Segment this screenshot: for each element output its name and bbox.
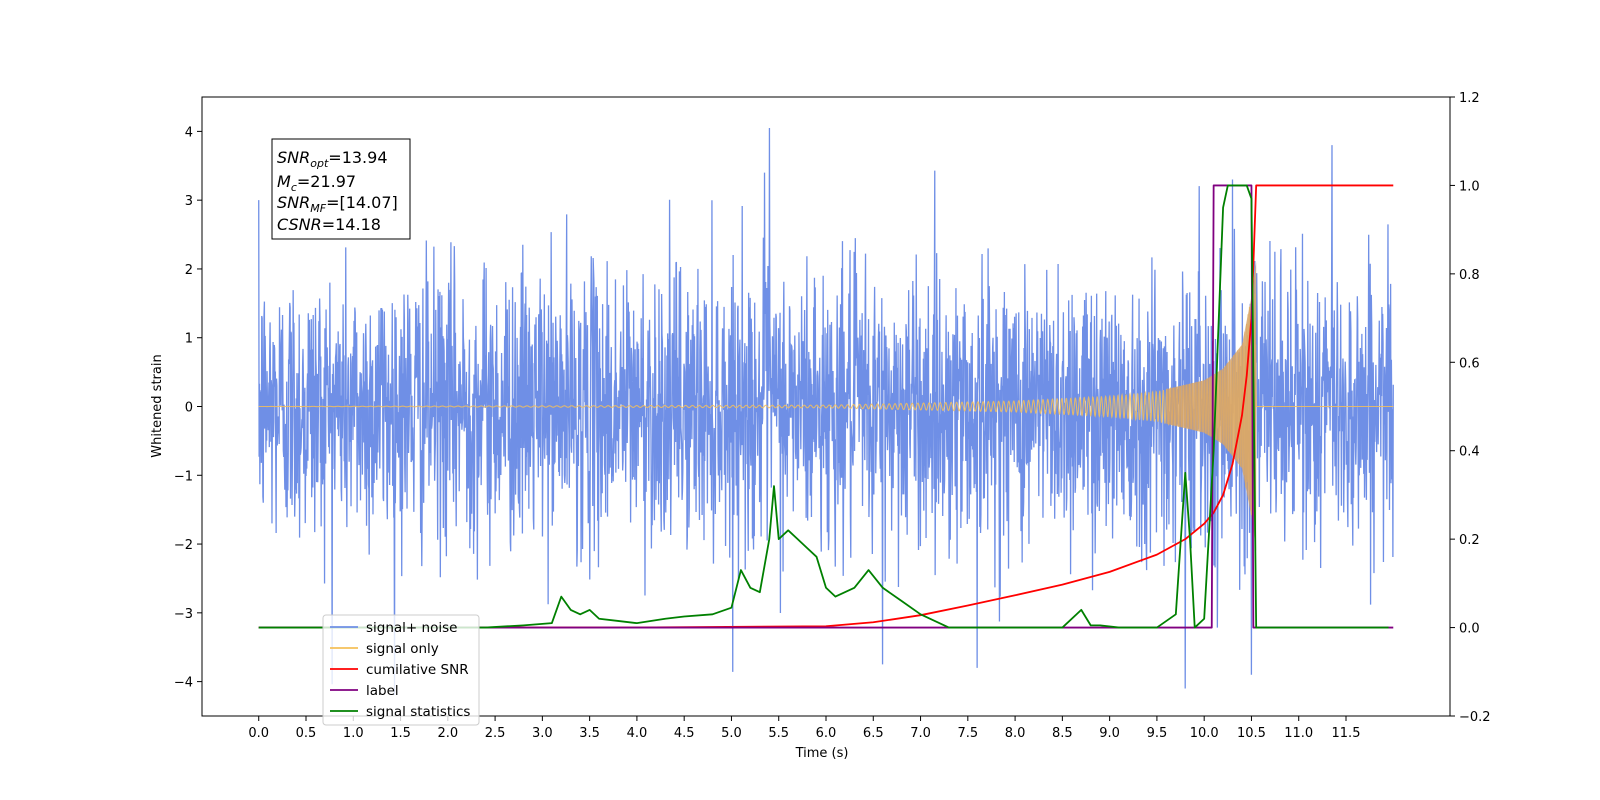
x-tick-label: 1.5 (390, 726, 411, 741)
y-right-tick-label: 0.4 (1459, 445, 1480, 460)
annotation-frame (271, 138, 411, 240)
y-axis-left: −4 −3 −2 −1 0 1 2 3 4 (174, 125, 202, 691)
annotation-line: SNRopt=13.94 (277, 148, 388, 170)
y-left-tick-label: −4 (174, 676, 193, 691)
x-tick-label: 6.0 (816, 726, 837, 741)
y-right-tick-label: 0.0 (1459, 622, 1480, 637)
y-left-tick-label: 2 (185, 263, 193, 278)
y-axis-title: Whitened strain (150, 354, 165, 457)
y-left-tick-label: −2 (174, 538, 193, 553)
x-tick-label: 2.0 (437, 726, 458, 741)
x-tick-label: 4.5 (674, 726, 695, 741)
y-right-tick-label: 0.8 (1459, 268, 1480, 283)
x-tick-label: 11.0 (1284, 726, 1313, 741)
x-tick-label: 3.5 (579, 726, 600, 741)
signal-statistics-series (258, 184, 1389, 629)
y-left-tick-label: 1 (185, 332, 193, 347)
legend-label: cumilative SNR (366, 662, 469, 678)
y-left-tick-label: 0 (185, 401, 193, 416)
x-tick-label: 9.5 (1147, 726, 1168, 741)
y-left-tick-label: 4 (185, 125, 193, 140)
cumulative-snr-series (258, 184, 1394, 629)
x-axis: 0.0 0.5 1.0 1.5 2.0 2.5 3.0 3.5 4.0 4.5 5.0 5.5 6.0 6… (248, 716, 1360, 741)
x-tick-label: 1.0 (343, 726, 364, 741)
signal-only-series (258, 262, 1394, 551)
x-tick-label: 9.0 (1099, 726, 1120, 741)
x-tick-label: 8.0 (1005, 726, 1026, 741)
x-tick-label: 10.5 (1237, 726, 1266, 741)
y-right-tick-label: 0.2 (1459, 533, 1480, 548)
legend-label: signal+ noise (366, 620, 457, 636)
y-left-tick-label: −1 (174, 469, 193, 484)
y-axis-right: −0.2 0.0 0.2 0.4 0.6 0.8 1.0 1.2 (1450, 91, 1491, 725)
legend-label: signal only (366, 641, 439, 657)
annotation-box: SNRopt=13.94Mc=21.97SNRMF=[14.07]CSNR=14… (271, 138, 411, 240)
y-right-tick-label: −0.2 (1459, 710, 1491, 725)
signal-only-envelope (1166, 262, 1257, 551)
x-tick-label: 2.5 (485, 726, 506, 741)
x-tick-label: 4.0 (627, 726, 648, 741)
x-tick-label: 11.5 (1332, 726, 1361, 741)
y-right-tick-label: 1.2 (1459, 91, 1480, 106)
x-tick-label: 5.0 (721, 726, 742, 741)
legend: signal+ noise signal only cumilative SNR la… (322, 614, 480, 726)
legend-label: signal statistics (366, 704, 470, 720)
x-tick-label: 10.0 (1190, 726, 1219, 741)
legend-frame (322, 614, 480, 726)
y-left-tick-label: −3 (174, 607, 193, 622)
annotation-line: Mc=21.97 (277, 172, 356, 194)
y-right-tick-label: 1.0 (1459, 179, 1480, 194)
cumulative-snr-line (258, 184, 1394, 629)
x-tick-label: 7.5 (957, 726, 978, 741)
y-right-tick-label: 0.6 (1459, 356, 1480, 371)
x-tick-label: 8.5 (1052, 726, 1073, 741)
x-tick-label: 5.5 (768, 726, 789, 741)
annotation-line: SNRMF=[14.07] (277, 193, 398, 215)
x-tick-label: 3.0 (532, 726, 553, 741)
x-tick-label: 7.0 (910, 726, 931, 741)
legend-label: label (366, 683, 399, 699)
x-tick-label: 0.0 (248, 726, 269, 741)
x-axis-title: Time (s) (795, 746, 849, 761)
signal-statistics-line (258, 184, 1389, 629)
annotation-line: CSNR=14.18 (277, 215, 381, 234)
y-left-tick-label: 3 (185, 194, 193, 209)
x-tick-label: 6.5 (863, 726, 884, 741)
x-tick-label: 0.5 (296, 726, 317, 741)
